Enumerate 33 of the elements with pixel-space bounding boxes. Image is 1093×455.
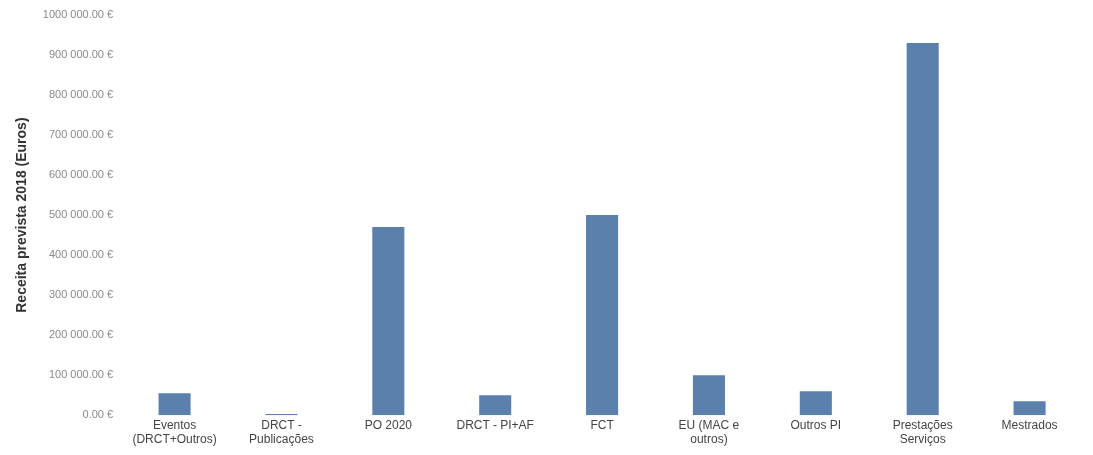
- y-tick-label: 800 000.00 €: [48, 88, 114, 101]
- y-tick-label: 700 000.00 €: [48, 128, 114, 141]
- bar: [799, 391, 832, 416]
- category-label: (DRCT+Outros): [132, 432, 217, 447]
- y-axis-title: Receita prevista 2018 (Euros): [13, 117, 30, 313]
- category-label: Prestações: [892, 417, 953, 432]
- y-tick-label: 400 000.00 €: [48, 248, 114, 261]
- category-label: Serviços: [899, 432, 946, 447]
- x-tick-label: PO 2020: [364, 417, 413, 432]
- x-tick-label: DRCT - PI+AF: [456, 417, 534, 432]
- category-label: Publicações: [249, 432, 314, 447]
- category-label: DRCT -: [261, 417, 302, 432]
- bar: [479, 395, 512, 416]
- y-tick-label: 0.00 €: [82, 408, 114, 421]
- bar: [586, 215, 619, 416]
- bar: [1013, 401, 1046, 416]
- category-label: Eventos: [152, 417, 197, 432]
- bar: [158, 393, 191, 416]
- x-tick-label: FCT: [590, 417, 615, 432]
- category-label: EU (MAC e: [678, 417, 740, 432]
- y-tick-label: 500 000.00 €: [48, 208, 114, 221]
- y-tick-label: 200 000.00 €: [48, 328, 114, 341]
- y-tick-label: 1000 000.00 €: [42, 8, 114, 21]
- bar: [692, 375, 725, 416]
- y-tick-label: 900 000.00 €: [48, 48, 114, 61]
- x-tick-label: Mestrados: [1001, 417, 1058, 432]
- category-label: outros): [690, 432, 728, 447]
- y-tick-label: 300 000.00 €: [48, 288, 114, 301]
- x-tick-label: Outros PI: [790, 417, 842, 432]
- y-tick-label: 100 000.00 €: [48, 368, 114, 381]
- bar: [372, 227, 405, 416]
- y-tick-label: 600 000.00 €: [48, 168, 114, 181]
- bar: [906, 43, 939, 416]
